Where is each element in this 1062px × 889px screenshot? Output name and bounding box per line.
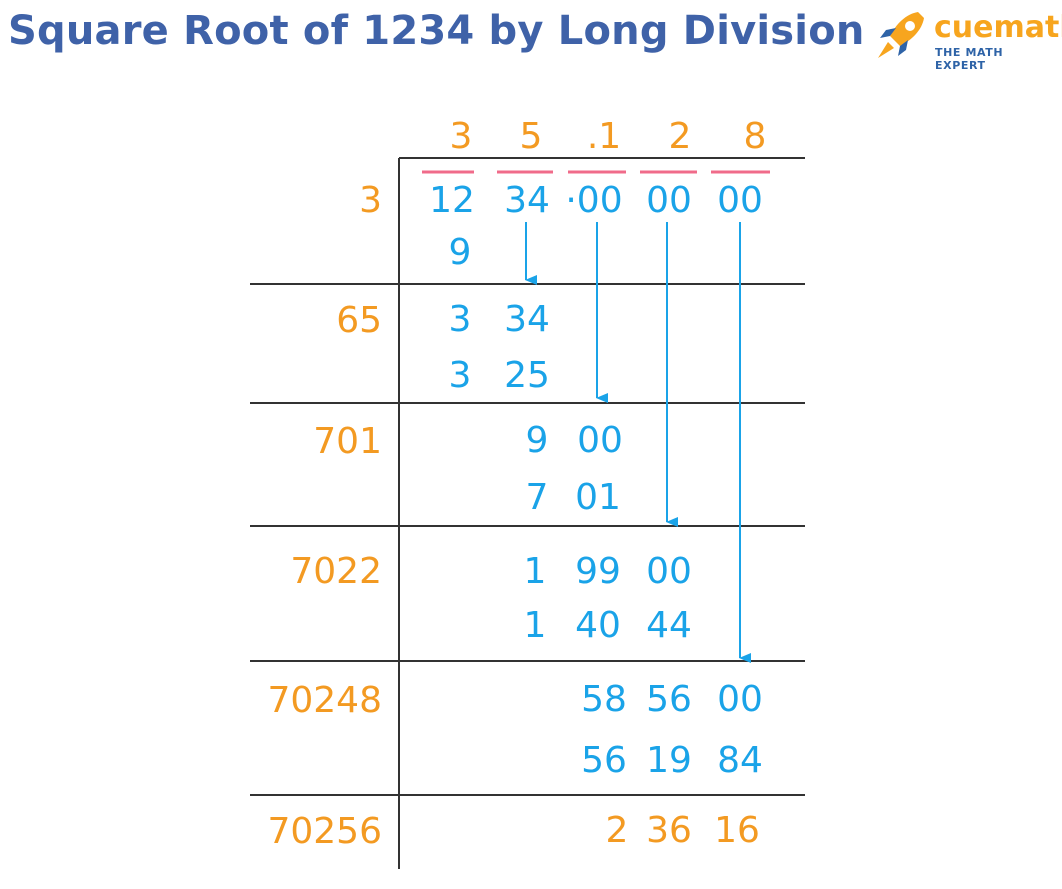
remainder-digit: 56 <box>646 679 692 720</box>
quotient-digit: 5 <box>520 116 543 157</box>
divisor: 70256 <box>267 811 382 852</box>
subtract-digit: 56 <box>581 740 627 781</box>
subtract-digit: 84 <box>717 740 763 781</box>
quotient-digit: .1 <box>587 116 621 157</box>
subtract-digit: 7 <box>526 477 549 518</box>
quotient-digit: 3 <box>450 116 473 157</box>
remainder-digit: 1 <box>524 551 547 592</box>
remainder-digit: 58 <box>581 679 627 720</box>
quotient-digit: 2 <box>669 116 692 157</box>
final-remainder-digit: 16 <box>714 810 760 851</box>
subtract-digit: 3 <box>449 355 472 396</box>
brand-name: cuemath <box>934 10 1062 45</box>
dividend-pair: 00 <box>646 180 692 221</box>
subtract-digit: 19 <box>646 740 692 781</box>
remainder-digit: 99 <box>575 551 621 592</box>
brand-tagline: THE MATH EXPERT <box>935 46 1004 72</box>
remainder-digit: 00 <box>577 420 623 461</box>
final-remainder-digit: 36 <box>646 810 692 851</box>
dividend-pair: 12 <box>429 180 475 221</box>
divisor: 70248 <box>267 680 382 721</box>
divisor: 701 <box>313 421 382 462</box>
subtract-digit: 9 <box>449 232 472 273</box>
subtract-digit: 40 <box>575 605 621 646</box>
subtract-digit: 01 <box>575 477 621 518</box>
final-remainder-digit: 2 <box>606 810 629 851</box>
page-title: Square Root of 1234 by Long Division <box>8 8 865 54</box>
quotient-digit: 8 <box>744 116 767 157</box>
subtract-digit: 44 <box>646 605 692 646</box>
dividend-pair: 00 <box>717 180 763 221</box>
rocket-icon <box>878 12 924 58</box>
divisor: 7022 <box>290 551 382 592</box>
dividend-pair: 34 <box>504 180 550 221</box>
subtract-digit: 25 <box>504 355 550 396</box>
remainder-digit: 9 <box>526 420 549 461</box>
dividend-pair: ·00 <box>565 180 622 221</box>
divisor: 3 <box>359 180 382 221</box>
remainder-digit: 00 <box>717 679 763 720</box>
remainder-digit: 34 <box>504 299 550 340</box>
subtract-digit: 1 <box>524 605 547 646</box>
divisor: 65 <box>336 300 382 341</box>
remainder-digit: 3 <box>449 299 472 340</box>
brand-logo: cuemath THE MATH EXPERT <box>872 8 1062 72</box>
remainder-digit: 00 <box>646 551 692 592</box>
